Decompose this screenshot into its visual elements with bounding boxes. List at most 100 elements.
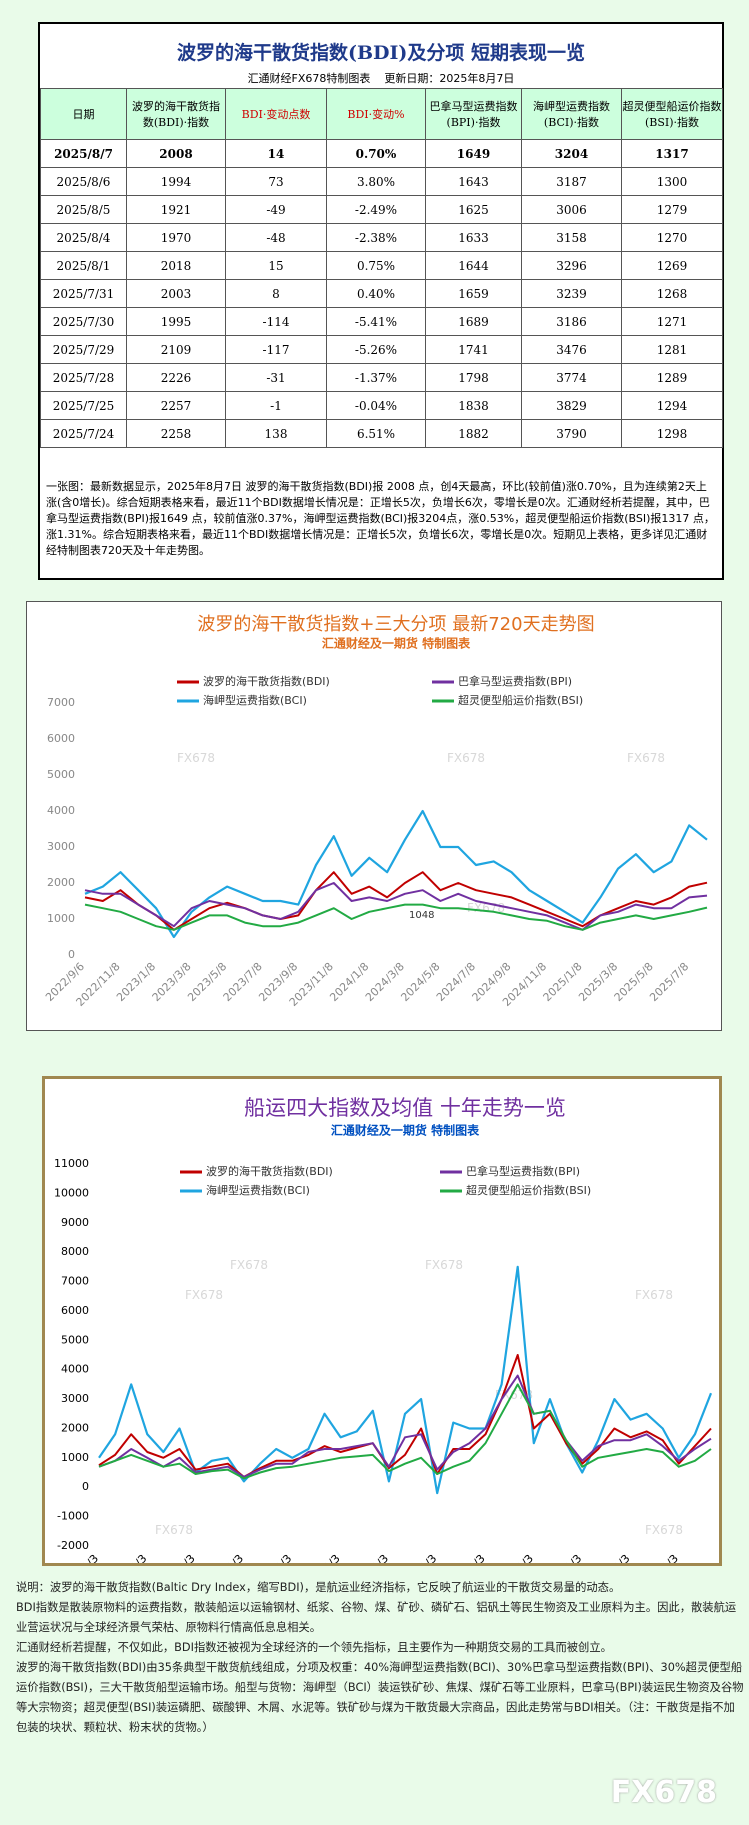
legend-label: 超灵便型船运价指数(BSI) xyxy=(458,693,583,707)
watermark: FX678 xyxy=(645,1523,683,1537)
column-header: 海岬型运费指数(BCI)·指数 xyxy=(521,88,622,140)
chart-subtitle: 汇通财经及一期货 特制图表 xyxy=(322,636,471,651)
chart-panel: 波罗的海干散货指数+三大分项 最新720天走势图 汇通财经及一期货 特制图表 FX6… xyxy=(26,601,722,1031)
table-cell: 1270 xyxy=(621,223,723,252)
y-tick-label: 3000 xyxy=(47,840,75,853)
table-row: 2025/8/6 1994 73 3.80% 1643 3187 1300 xyxy=(40,167,723,196)
table-cell: 15 xyxy=(225,251,327,280)
x-tick-label: 2014/1/3 xyxy=(105,1552,149,1563)
watermark: FX678 xyxy=(635,1288,673,1302)
table-row: 2025/7/31 2003 8 0.40% 1659 3239 1268 xyxy=(40,279,723,308)
table-cell: 1838 xyxy=(425,391,522,420)
y-tick-label: 9000 xyxy=(61,1216,89,1229)
table-cell: 2008 xyxy=(126,139,226,168)
table-cell: 6.51% xyxy=(326,419,426,448)
y-tick-label: 2000 xyxy=(47,876,75,889)
chart-title: 船运四大指数及均值 十年走势一览 xyxy=(244,1096,566,1120)
y-tick-label: 6000 xyxy=(61,1304,89,1317)
y-tick-label: 1000 xyxy=(47,912,75,925)
y-tick-label: 1000 xyxy=(61,1451,89,1464)
table-cell: 2025/7/24 xyxy=(40,419,127,448)
table-cell: -5.41% xyxy=(326,307,426,336)
table-cell: 1268 xyxy=(621,279,723,308)
table-cell: 1994 xyxy=(126,167,226,196)
table-cell: 1279 xyxy=(621,195,723,224)
table-cell: -48 xyxy=(225,223,327,252)
series-line xyxy=(84,809,708,939)
table-row: 2025/7/28 2226 -31 -1.37% 1798 3774 1289 xyxy=(40,363,723,392)
table-cell: 1633 xyxy=(425,223,522,252)
x-tick-label: 2025/1/3 xyxy=(637,1552,681,1563)
table-cell: 0.70% xyxy=(326,139,426,168)
table-cell: -31 xyxy=(225,363,327,392)
table-cell: 0.75% xyxy=(326,251,426,280)
table-cell: -1.37% xyxy=(326,363,426,392)
table-cell: -5.26% xyxy=(326,335,426,364)
brand: FX678 xyxy=(610,1775,717,1810)
table-cell: 3204 xyxy=(521,139,622,168)
updated: 更新日期：2025年8月7日 xyxy=(384,72,515,85)
table-cell: 8 xyxy=(225,279,327,308)
table-cell: -1 xyxy=(225,391,327,420)
table-panel: 波罗的海干散货指数(BDI)及分项 短期表现一览 汇通财经FX678特制图表 更… xyxy=(38,22,724,580)
watermark: FX678 xyxy=(177,751,215,765)
column-header: BDI·变动% xyxy=(326,88,426,140)
legend-label: 波罗的海干散货指数(BDI) xyxy=(203,674,330,688)
series-line xyxy=(98,1374,712,1478)
y-tick-label: 4000 xyxy=(47,804,75,817)
series-line xyxy=(98,1383,712,1480)
subtitle: 汇通财经FX678特制图表 更新日期：2025年8月7日 xyxy=(40,70,722,86)
table-cell: 2025/7/25 xyxy=(40,391,127,420)
watermark: FX678 xyxy=(230,1258,268,1272)
table-cell: 1269 xyxy=(621,251,723,280)
y-tick-label: 2000 xyxy=(61,1421,89,1434)
y-tick-label: 8000 xyxy=(61,1245,89,1258)
table-cell: -0.04% xyxy=(326,391,426,420)
note: 波罗的海干散货指数(BDI)由35条典型干散货航线组成，分项及权重：40%海岬型… xyxy=(16,1661,744,1734)
table-cell: 3829 xyxy=(521,391,622,420)
table-cell: 1644 xyxy=(425,251,522,280)
x-tick-label: 2017/1/3 xyxy=(250,1552,294,1563)
table-row: 2025/8/5 1921 -49 -2.49% 1625 3006 1279 xyxy=(40,195,723,224)
watermark: FX678 xyxy=(155,1523,193,1537)
table-cell: 3296 xyxy=(521,251,622,280)
table-cell: 1921 xyxy=(126,195,226,224)
table-cell: -114 xyxy=(225,307,327,336)
note: BDI指数是散装原物料的运费指数，散装船运以运输钢材、纸浆、谷物、煤、矿砂、磷矿… xyxy=(16,1601,737,1634)
table-cell: 1294 xyxy=(621,391,723,420)
table-cell: 2025/7/29 xyxy=(40,335,127,364)
y-tick-label: 10000 xyxy=(54,1186,89,1199)
x-tick-label: 2015/1/3 xyxy=(154,1552,198,1563)
chart-panel: 船运四大指数及均值 十年走势一览 汇通财经及一期货 特制图表 FX678 FX678 F… xyxy=(42,1076,722,1596)
legend-label: 超灵便型船运价指数(BSI) xyxy=(466,1183,591,1197)
table-cell: -2.49% xyxy=(326,195,426,224)
table-cell: 1995 xyxy=(126,307,226,336)
table-row: 2025/8/1 2018 15 0.75% 1644 3296 1269 xyxy=(40,251,723,280)
table-cell: 1300 xyxy=(621,167,723,196)
table-cell: 1271 xyxy=(621,307,723,336)
series-line xyxy=(98,1354,712,1478)
note: 说明：波罗的海干散货指数(Baltic Dry Index，缩写BDI)，是航运… xyxy=(16,1581,621,1594)
table-row: 2025/7/24 2258 138 6.51% 1882 3790 1298 xyxy=(40,419,723,448)
note: 汇通财经析若提醒，不仅如此，BDI指数还被视为全球经济的一个领先指标，且主要作为… xyxy=(16,1641,612,1654)
table-cell: 1882 xyxy=(425,419,522,448)
table-cell: 2025/7/30 xyxy=(40,307,127,336)
y-tick-label: 3000 xyxy=(61,1392,89,1405)
x-tick-label: 2025/7/8 xyxy=(647,960,691,1004)
x-tick-label: 2013/1/3 xyxy=(57,1552,101,1563)
watermark: FX678 xyxy=(185,1288,223,1302)
column-header: 日期 xyxy=(40,88,127,140)
annotation: 1048 xyxy=(409,910,434,921)
title: 波罗的海干散货指数(BDI)及分项 短期表现一览 xyxy=(176,42,586,64)
table-cell: 2025/8/1 xyxy=(40,251,127,280)
table-cell: 1741 xyxy=(425,335,522,364)
series-line xyxy=(84,903,708,931)
table-cell: 14 xyxy=(225,139,327,168)
y-tick-label: 6000 xyxy=(47,732,75,745)
table-cell: 1659 xyxy=(425,279,522,308)
source: 汇通财经FX678特制图表 xyxy=(247,72,371,85)
table-cell: 1289 xyxy=(621,363,723,392)
